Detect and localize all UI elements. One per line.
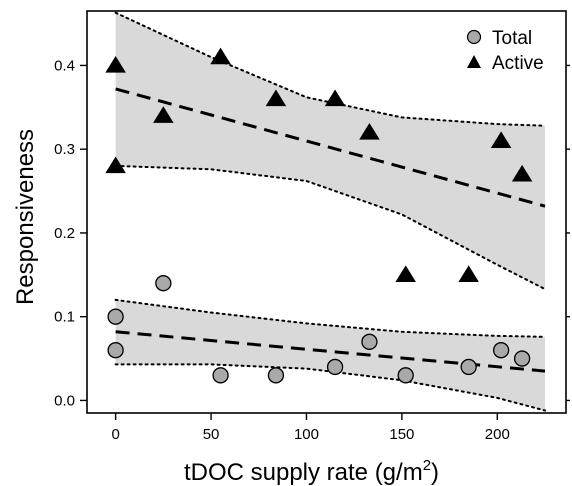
total-point: [267, 367, 285, 384]
x-tick-label: 50: [203, 426, 220, 443]
active-point: [153, 106, 174, 123]
total-band-lower-edge: [114, 363, 546, 412]
legend-total-label: Total: [492, 28, 532, 49]
total-point: [326, 358, 344, 376]
total-point: [361, 333, 378, 350]
active-point: [395, 265, 416, 282]
legend-active-label: Active: [492, 53, 544, 74]
x-tick-label: 100: [294, 426, 319, 443]
legend: Total Active: [466, 28, 544, 74]
total-point: [212, 367, 229, 384]
total-confidence-band: [115, 299, 545, 411]
active-point: [511, 164, 533, 182]
legend-total-marker: [466, 29, 482, 45]
active-point: [458, 265, 479, 282]
plot-frame: [86, 10, 567, 414]
y-tick-label: 0.0: [54, 392, 75, 409]
active-point: [210, 47, 231, 65]
active-point: [105, 55, 126, 73]
x-tick-label: 0: [111, 426, 119, 443]
total-point: [513, 350, 531, 367]
x-axis-title: tDOC supply rate (g/m2): [184, 457, 439, 486]
axis-ticks: 0 50 100 150 200 0.0 0.1 0.2 0.3 0.4: [54, 57, 570, 443]
data-points: [105, 47, 533, 384]
active-point: [105, 156, 126, 174]
active-fit-line: [115, 87, 546, 208]
total-point: [460, 358, 477, 376]
y-tick-label: 0.2: [54, 225, 75, 242]
confidence-bands: [114, 11, 546, 412]
x-tick-label: 200: [485, 426, 510, 443]
active-band-lower-edge: [114, 164, 546, 291]
total-point: [492, 342, 510, 359]
active-point: [359, 122, 380, 140]
total-point: [397, 367, 414, 384]
active-band-upper-edge: [114, 11, 546, 127]
total-band-upper-edge: [114, 298, 546, 338]
y-tick-label: 0.3: [54, 141, 75, 158]
active-point: [324, 89, 346, 107]
total-point: [155, 275, 172, 292]
y-tick-label: 0.1: [54, 309, 75, 326]
total-point: [107, 342, 124, 359]
active-confidence-band: [115, 12, 545, 290]
total-point: [107, 308, 124, 325]
active-point: [265, 89, 287, 107]
y-tick-label: 0.4: [54, 57, 75, 74]
active-point: [490, 131, 512, 148]
y-axis-title: Responsiveness: [12, 129, 39, 305]
legend-active-marker: [467, 55, 481, 68]
x-tick-label: 150: [389, 426, 414, 443]
